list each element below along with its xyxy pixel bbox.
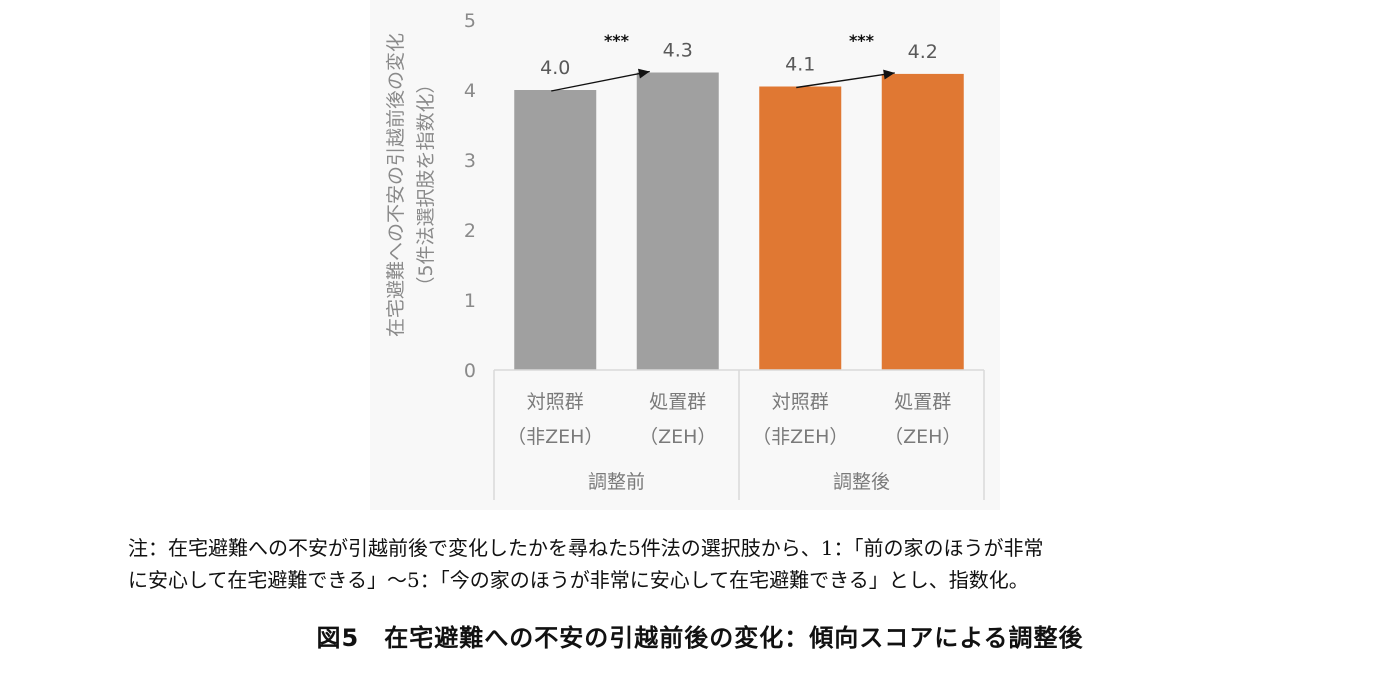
x-category-label: 処置群 — [649, 391, 706, 413]
y-axis-label: 在宅避難への不安の引越前後の変化 （5件法選択肢を指数化） — [385, 33, 437, 337]
x-category-label: 対照群 — [527, 391, 584, 413]
change-arrow-head — [637, 68, 650, 79]
x-category-sublabel: （ZEH） — [884, 426, 961, 448]
y-axis-label-line1: 在宅避難への不安の引越前後の変化 — [385, 33, 407, 337]
bar — [881, 73, 964, 371]
x-category-sublabel: （非ZEH） — [507, 426, 603, 448]
x-group-label: 調整後 — [833, 471, 890, 493]
change-arrow-line — [796, 72, 895, 89]
bar-value-label: 4.3 — [663, 40, 693, 62]
y-tick-label: 2 — [464, 220, 476, 242]
bar-value-label: 4.2 — [908, 41, 938, 63]
y-tick-label: 4 — [464, 80, 476, 102]
figure-caption: 図5 在宅避難への不安の引越前後の変化：傾向スコアによる調整後 — [316, 624, 1084, 652]
x-category-sublabel: （非ZEH） — [752, 426, 848, 448]
bar — [759, 86, 842, 370]
y-tick-label: 3 — [464, 150, 476, 172]
x-axis: 対照群 （非ZEH） 処置群 （ZEH） 調整前 対照群 （非ZEH） 処置群 （ZEH） 調整後 — [493, 369, 985, 500]
bar — [514, 90, 597, 370]
change-arrow-line — [551, 70, 650, 92]
change-arrow-head — [883, 69, 895, 80]
note-line-1: 注：在宅避難への不安が引越前後で変化したかを尋ねた5件法の選択肢から、1：「前の… — [128, 536, 1044, 560]
y-axis-label-line2: （5件法選択肢を指数化） — [415, 74, 437, 295]
bar-chart: 在宅避難への不安の引越前後の変化 （5件法選択肢を指数化） 0 1 2 3 4 5 4.0… — [385, 10, 985, 500]
y-tick-label: 0 — [464, 360, 476, 382]
x-category-label: 処置群 — [894, 391, 951, 413]
significance-marker: *** — [604, 31, 630, 50]
x-group-label: 調整前 — [588, 471, 645, 493]
significance-marker: *** — [849, 31, 875, 50]
note-line-2: に安心して在宅避難できる」〜5：「今の家のほうが非常に安心して在宅避難できる」と… — [128, 568, 1029, 592]
y-axis-ticks: 0 1 2 3 4 5 — [464, 10, 476, 382]
bar-value-label: 4.0 — [540, 57, 570, 79]
x-category-sublabel: （ZEH） — [639, 426, 716, 448]
bar-value-label: 4.1 — [785, 54, 815, 76]
bars: 4.0 4.3 *** 4.1 4.2 *** — [514, 31, 964, 371]
y-tick-label: 1 — [464, 290, 476, 312]
y-tick-label: 5 — [464, 10, 476, 32]
bar — [636, 72, 719, 370]
x-category-label: 対照群 — [772, 391, 829, 413]
